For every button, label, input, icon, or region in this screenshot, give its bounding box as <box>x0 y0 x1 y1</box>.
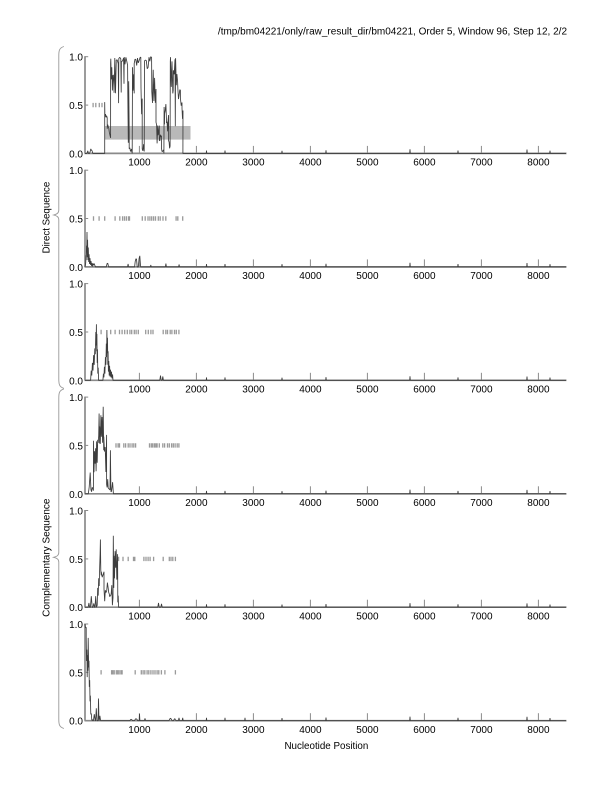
svg-text:1.0: 1.0 <box>69 620 83 631</box>
svg-text:3000: 3000 <box>242 725 265 736</box>
svg-text:5000: 5000 <box>356 498 379 509</box>
svg-text:Nucleotide Position: Nucleotide Position <box>284 741 368 752</box>
svg-text:0.5: 0.5 <box>69 101 83 112</box>
svg-text:3000: 3000 <box>242 498 265 509</box>
svg-text:7000: 7000 <box>470 158 493 169</box>
svg-text:0.5: 0.5 <box>69 441 83 452</box>
svg-text:1000: 1000 <box>128 498 151 509</box>
svg-text:0.0: 0.0 <box>69 717 83 728</box>
svg-text:1.0: 1.0 <box>69 280 83 291</box>
svg-text:3000: 3000 <box>242 271 265 282</box>
svg-text:1.0: 1.0 <box>69 53 83 64</box>
svg-text:6000: 6000 <box>413 725 436 736</box>
svg-text:0.0: 0.0 <box>69 603 83 614</box>
svg-text:2000: 2000 <box>185 612 208 623</box>
svg-text:8000: 8000 <box>527 158 550 169</box>
svg-text:4000: 4000 <box>299 498 322 509</box>
svg-text:6000: 6000 <box>413 612 436 623</box>
svg-text:0.5: 0.5 <box>69 668 83 679</box>
svg-text:4000: 4000 <box>299 612 322 623</box>
svg-text:8000: 8000 <box>527 612 550 623</box>
svg-text:7000: 7000 <box>470 385 493 396</box>
svg-text:7000: 7000 <box>470 725 493 736</box>
svg-text:4000: 4000 <box>299 271 322 282</box>
svg-text:8000: 8000 <box>527 498 550 509</box>
svg-text:6000: 6000 <box>413 271 436 282</box>
svg-text:0.0: 0.0 <box>69 490 83 501</box>
svg-text:1000: 1000 <box>128 385 151 396</box>
svg-text:0.0: 0.0 <box>69 149 83 160</box>
svg-text:1000: 1000 <box>128 158 151 169</box>
svg-text:8000: 8000 <box>527 385 550 396</box>
svg-text:7000: 7000 <box>470 271 493 282</box>
svg-text:6000: 6000 <box>413 158 436 169</box>
svg-text:Direct Sequence: Direct Sequence <box>42 182 53 254</box>
svg-text:5000: 5000 <box>356 612 379 623</box>
svg-text:1000: 1000 <box>128 271 151 282</box>
svg-text:8000: 8000 <box>527 271 550 282</box>
svg-text:3000: 3000 <box>242 158 265 169</box>
svg-text:0.5: 0.5 <box>69 328 83 339</box>
svg-text:8000: 8000 <box>527 725 550 736</box>
svg-text:0.0: 0.0 <box>69 376 83 387</box>
svg-text:2000: 2000 <box>185 271 208 282</box>
svg-text:1.0: 1.0 <box>69 166 83 177</box>
svg-text:6000: 6000 <box>413 498 436 509</box>
svg-text:0.5: 0.5 <box>69 215 83 226</box>
svg-text:1000: 1000 <box>128 612 151 623</box>
svg-text:5000: 5000 <box>356 158 379 169</box>
svg-text:2000: 2000 <box>185 498 208 509</box>
svg-text:4000: 4000 <box>299 725 322 736</box>
svg-text:1.0: 1.0 <box>69 393 83 404</box>
svg-text:4000: 4000 <box>299 158 322 169</box>
svg-text:5000: 5000 <box>356 271 379 282</box>
svg-text:7000: 7000 <box>470 612 493 623</box>
svg-text:0.5: 0.5 <box>69 555 83 566</box>
svg-text:1000: 1000 <box>128 725 151 736</box>
svg-text:2000: 2000 <box>185 158 208 169</box>
svg-text:Complementary Sequence: Complementary Sequence <box>42 498 53 617</box>
svg-text:5000: 5000 <box>356 385 379 396</box>
svg-text:1.0: 1.0 <box>69 507 83 518</box>
svg-text:4000: 4000 <box>299 385 322 396</box>
svg-text:/tmp/bm04221/only/raw_result_d: /tmp/bm04221/only/raw_result_dir/bm04221… <box>218 27 568 38</box>
svg-text:0.0: 0.0 <box>69 263 83 274</box>
svg-text:5000: 5000 <box>356 725 379 736</box>
svg-text:3000: 3000 <box>242 385 265 396</box>
svg-text:6000: 6000 <box>413 385 436 396</box>
svg-text:2000: 2000 <box>185 385 208 396</box>
svg-text:2000: 2000 <box>185 725 208 736</box>
svg-text:7000: 7000 <box>470 498 493 509</box>
svg-text:3000: 3000 <box>242 612 265 623</box>
